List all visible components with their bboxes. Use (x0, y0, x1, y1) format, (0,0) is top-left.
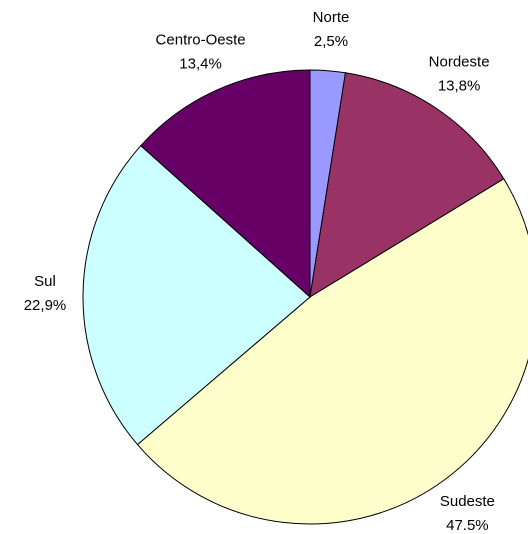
slice-value-label: 47.5% (446, 517, 489, 534)
slice-label: Centro-Oeste (156, 31, 246, 48)
pie-slice (136, 178, 528, 525)
slice-value-label: 22,9% (24, 297, 67, 314)
slice-value-label: 13,4% (179, 55, 222, 72)
slice-label: Norte (313, 9, 350, 26)
pie-slice (82, 144, 311, 446)
slice-label: Sul (34, 273, 56, 290)
slice-label: Nordeste (429, 53, 490, 70)
pie-slice (309, 72, 505, 298)
slice-value-label: 13,8% (438, 77, 481, 94)
slice-label: Sudeste (440, 493, 495, 510)
pie-slice (140, 69, 311, 299)
slice-value-label: 2,5% (314, 33, 348, 50)
